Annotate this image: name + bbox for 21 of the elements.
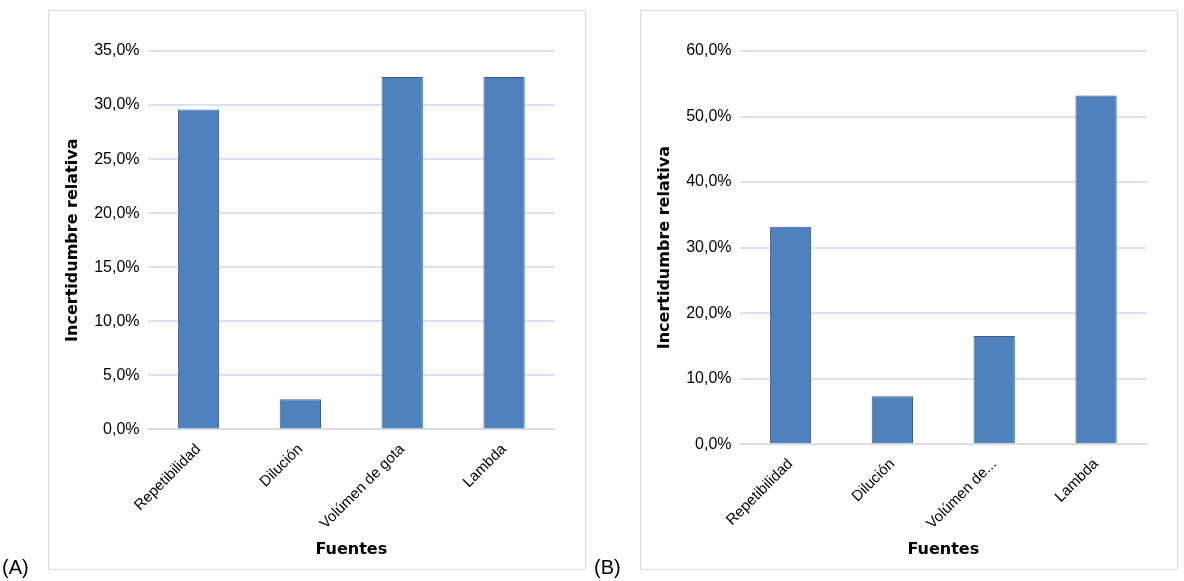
y-tick-label: 30,0% — [94, 95, 140, 113]
x-axis-title: Fuentes — [907, 538, 980, 558]
y-axis-title: Incertidumbre relativa — [653, 145, 673, 350]
y-tick-label: 10,0% — [686, 369, 732, 387]
y-axis-title: Incertidumbre relativa — [61, 138, 81, 342]
y-tick-label: 10,0% — [94, 311, 140, 329]
y-tick-label: 25,0% — [94, 149, 140, 167]
y-tick-label: 50,0% — [686, 106, 732, 124]
y-tick-label: 60,0% — [686, 41, 732, 59]
y-tick-label: 5,0% — [103, 365, 140, 383]
y-tick-label: 35,0% — [94, 41, 140, 59]
y-tick-label: 30,0% — [686, 238, 732, 256]
y-tick-label: 15,0% — [94, 257, 140, 275]
text: (A) — [2, 556, 29, 579]
y-tick-label: 20,0% — [94, 203, 140, 221]
text: (B) — [594, 556, 621, 579]
y-tick-label: 0,0% — [103, 419, 140, 437]
x-axis-title: Fuentes — [315, 538, 388, 558]
y-tick-label: 40,0% — [686, 172, 732, 190]
y-tick-label: 0,0% — [695, 434, 732, 452]
y-tick-label: 20,0% — [686, 303, 732, 321]
